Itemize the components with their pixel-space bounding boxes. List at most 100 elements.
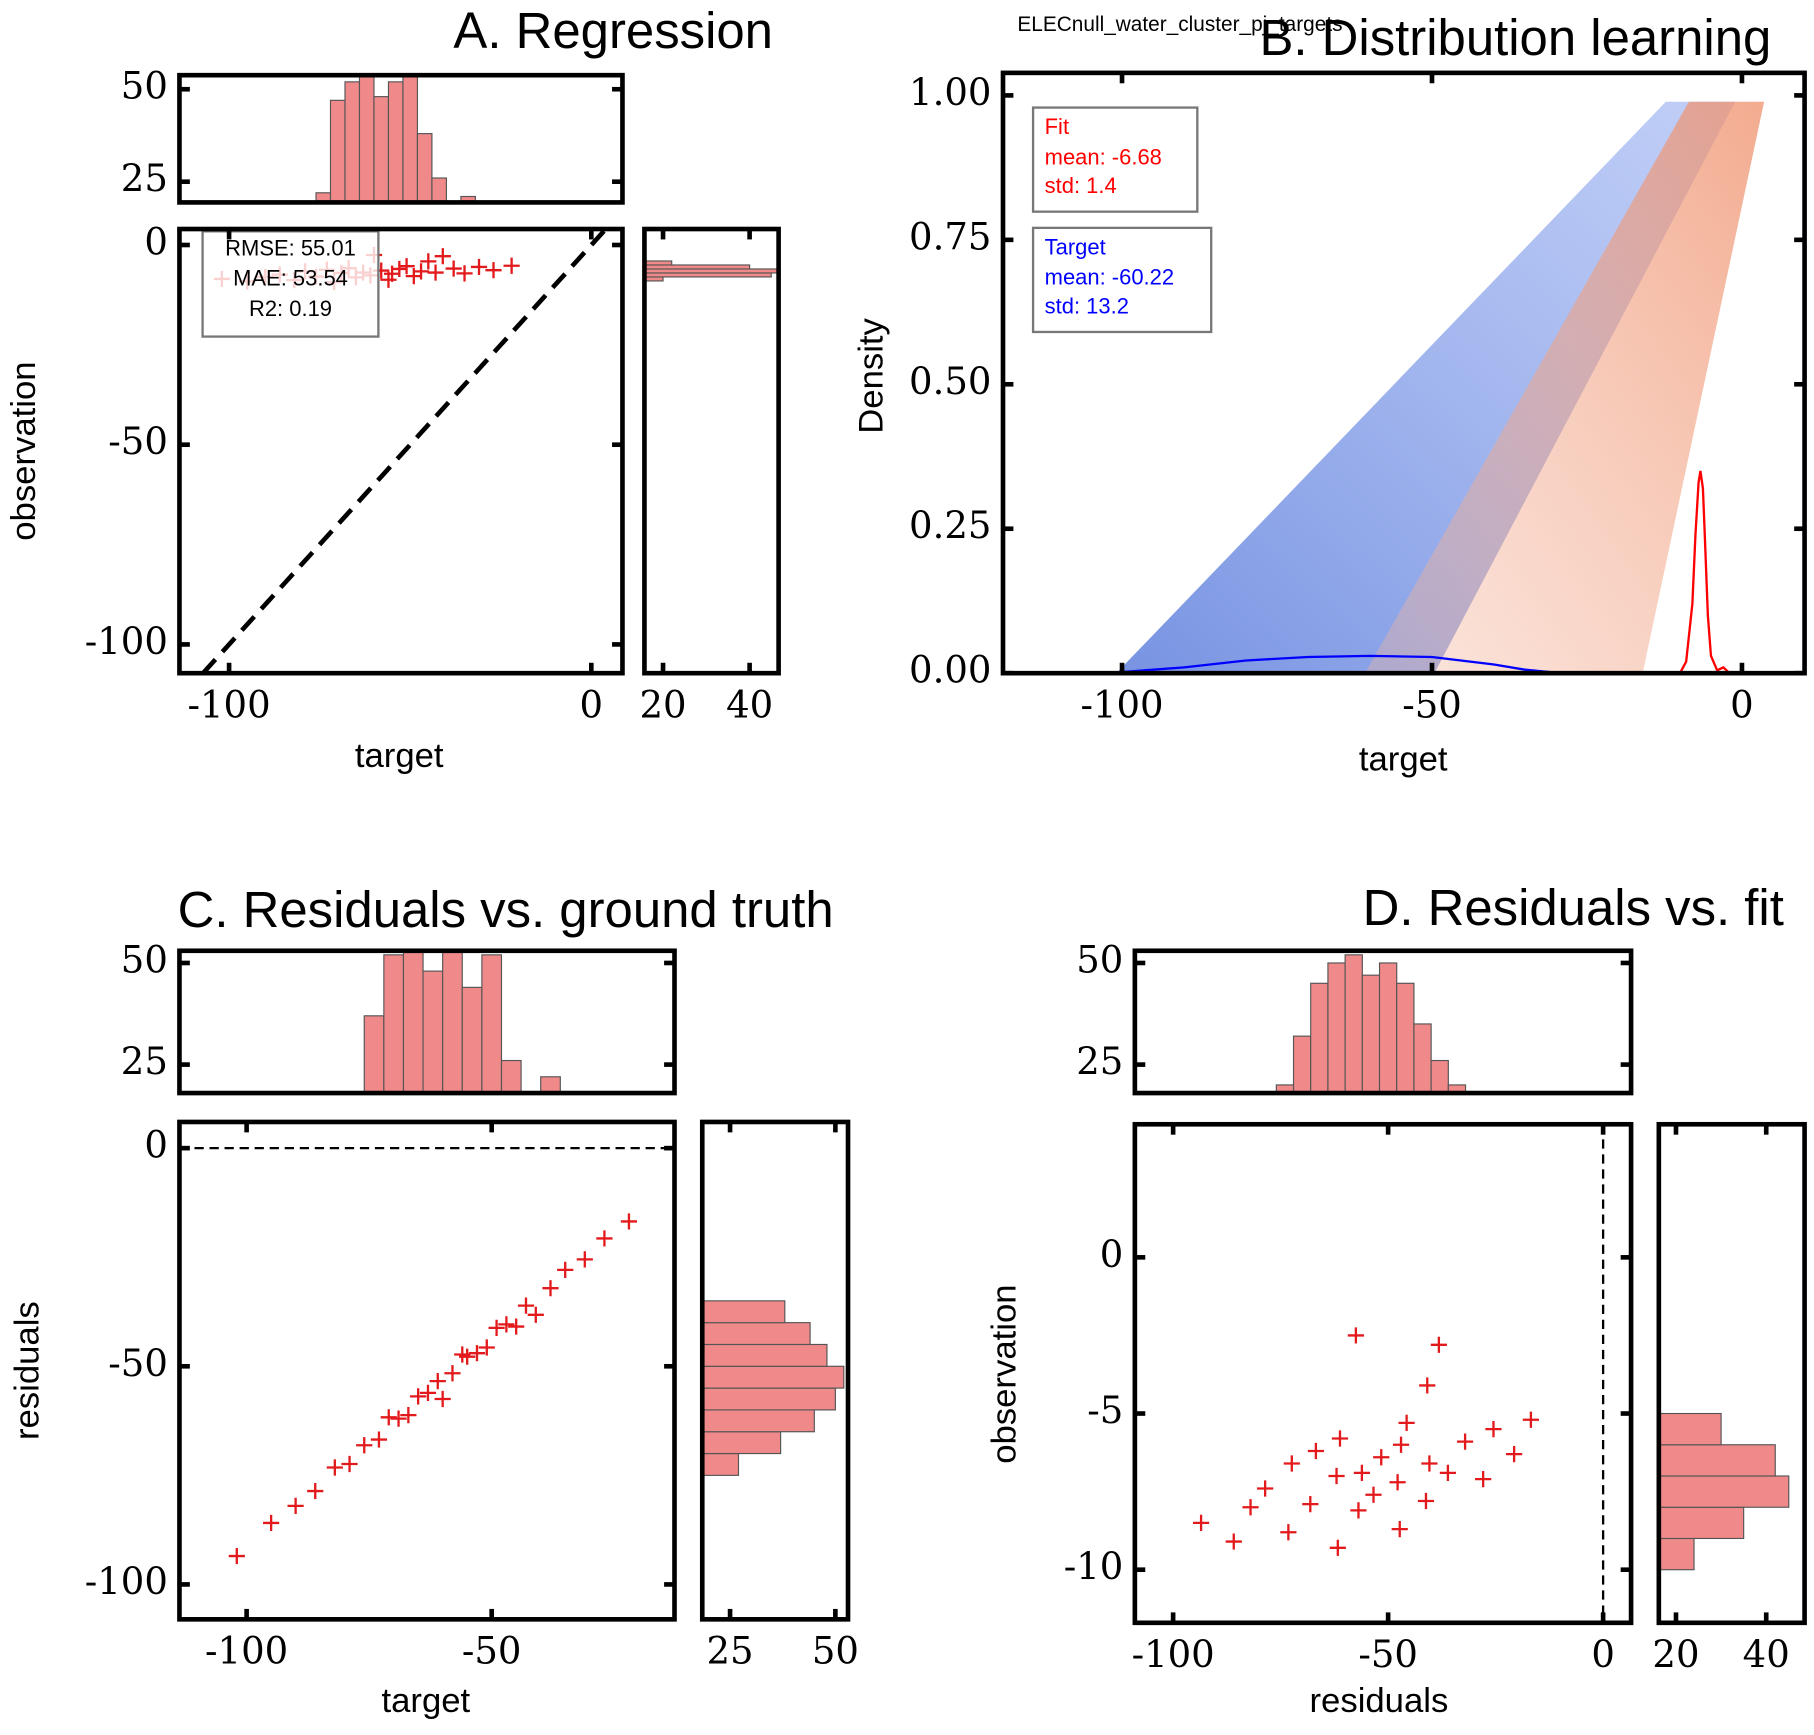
axes-frame xyxy=(1000,70,1807,676)
panel-title: B. Distribution learning xyxy=(1259,9,1771,66)
data-point xyxy=(485,262,502,279)
legend-stat: std: 13.2 xyxy=(1045,293,1129,318)
hist-bar xyxy=(1361,974,1381,1094)
y-tick-label: 0 xyxy=(144,1124,168,1167)
data-point xyxy=(1419,1377,1436,1394)
y-tick-label: 0.25 xyxy=(909,504,991,547)
data-point xyxy=(1391,1520,1408,1538)
y-axis-label: observation xyxy=(986,1284,1024,1463)
data-point xyxy=(1192,1514,1210,1531)
hist-bar xyxy=(1310,982,1329,1094)
y-tick-label: 25 xyxy=(121,1040,168,1083)
hist-bar xyxy=(481,954,503,1094)
panel-title: D. Residuals vs. fit xyxy=(1363,879,1784,936)
hist-bar xyxy=(402,950,424,1094)
data-point xyxy=(370,1431,388,1448)
data-point xyxy=(517,1297,535,1314)
data-point xyxy=(456,265,473,282)
axes-frame xyxy=(1132,1121,1634,1626)
hist-bar xyxy=(702,1409,815,1433)
data-point xyxy=(1225,1533,1242,1550)
data-point xyxy=(307,1482,324,1500)
hist-bar xyxy=(644,264,751,270)
x-axis-label: target xyxy=(381,1682,470,1720)
hist-bar xyxy=(1430,1059,1449,1094)
legend-stat: std: 1.4 xyxy=(1045,173,1117,198)
data-point xyxy=(434,1390,451,1408)
hist-bar xyxy=(644,276,664,282)
x-tick-label: 40 xyxy=(726,683,773,726)
hist-bar xyxy=(344,81,361,203)
x-tick-label: 40 xyxy=(1743,1633,1790,1676)
x-tick-label: 50 xyxy=(812,1630,859,1673)
sample-fan xyxy=(1365,101,1765,674)
data-point xyxy=(391,260,408,278)
density-line xyxy=(1678,470,1731,674)
data-point xyxy=(427,264,444,281)
y-tick-label: -5 xyxy=(1087,1389,1123,1432)
legend-stat: mean: -6.68 xyxy=(1045,144,1162,169)
data-point xyxy=(410,1388,427,1405)
hist-bar xyxy=(644,272,772,278)
data-point xyxy=(1506,1446,1523,1463)
annotation-text: RMSE: 55.01 xyxy=(225,236,356,261)
y-tick-label: -50 xyxy=(108,1342,168,1385)
annotation-text: R2: 0.19 xyxy=(249,296,332,321)
annotation-text: MAE: 53.54 xyxy=(233,266,348,291)
data-point xyxy=(412,263,430,280)
x-tick-label: 0 xyxy=(1730,683,1754,726)
hist-bar xyxy=(702,1452,740,1476)
hist-bar xyxy=(363,1015,385,1094)
data-point xyxy=(470,258,488,276)
data-point xyxy=(380,1409,397,1426)
data-point xyxy=(398,258,415,275)
data-point xyxy=(1331,1430,1349,1447)
data-point xyxy=(557,1261,574,1278)
x-tick-label: -50 xyxy=(1358,1633,1418,1676)
legend-label: Fit xyxy=(1045,114,1069,139)
hist-bar xyxy=(644,268,779,274)
data-point xyxy=(1365,1486,1382,1503)
annotation-box xyxy=(201,230,380,338)
hist-bar xyxy=(1344,954,1363,1094)
hist-bar xyxy=(1658,1412,1722,1446)
hist-bar xyxy=(329,99,346,203)
data-point xyxy=(1280,1524,1297,1541)
x-tick-label: 0 xyxy=(1591,1633,1615,1676)
data-point xyxy=(1417,1492,1435,1510)
y-tick-label: 25 xyxy=(1076,1040,1123,1083)
data-point xyxy=(478,1339,495,1356)
data-point xyxy=(1373,1449,1390,1466)
hist-bar xyxy=(644,260,673,266)
x-tick-label: -100 xyxy=(188,683,271,726)
hist-bar xyxy=(1658,1537,1695,1571)
axes-frame xyxy=(1132,948,1634,1096)
x-tick-label: -50 xyxy=(1402,683,1462,726)
y-tick-label: 1.00 xyxy=(909,71,991,114)
data-point xyxy=(542,1280,559,1297)
hist-bar xyxy=(442,950,463,1094)
data-point xyxy=(1392,1436,1410,1453)
x-axis-label: residuals xyxy=(1310,1682,1449,1720)
y-tick-label: -50 xyxy=(108,420,168,463)
data-point xyxy=(1389,1474,1406,1491)
y-tick-label: 25 xyxy=(121,157,168,200)
y-axis-label: Density xyxy=(853,317,891,433)
x-axis-label: target xyxy=(355,737,444,775)
hist-bar xyxy=(1447,1084,1467,1094)
data-point xyxy=(1350,1502,1367,1519)
data-point xyxy=(576,1251,593,1268)
axes-frame xyxy=(177,1119,677,1622)
identity-line xyxy=(201,229,608,674)
data-point xyxy=(419,1384,437,1402)
hist-bar xyxy=(422,970,444,1094)
hist-bar xyxy=(1327,962,1346,1094)
density-line xyxy=(1121,654,1557,674)
hist-bar xyxy=(702,1343,828,1367)
hist-bar xyxy=(431,177,447,203)
hist-bar xyxy=(416,133,433,203)
y-tick-label: 0.50 xyxy=(909,360,991,403)
x-tick-label: 20 xyxy=(1652,1633,1699,1676)
hist-bar xyxy=(461,986,483,1094)
y-tick-label: 0.75 xyxy=(909,215,991,258)
